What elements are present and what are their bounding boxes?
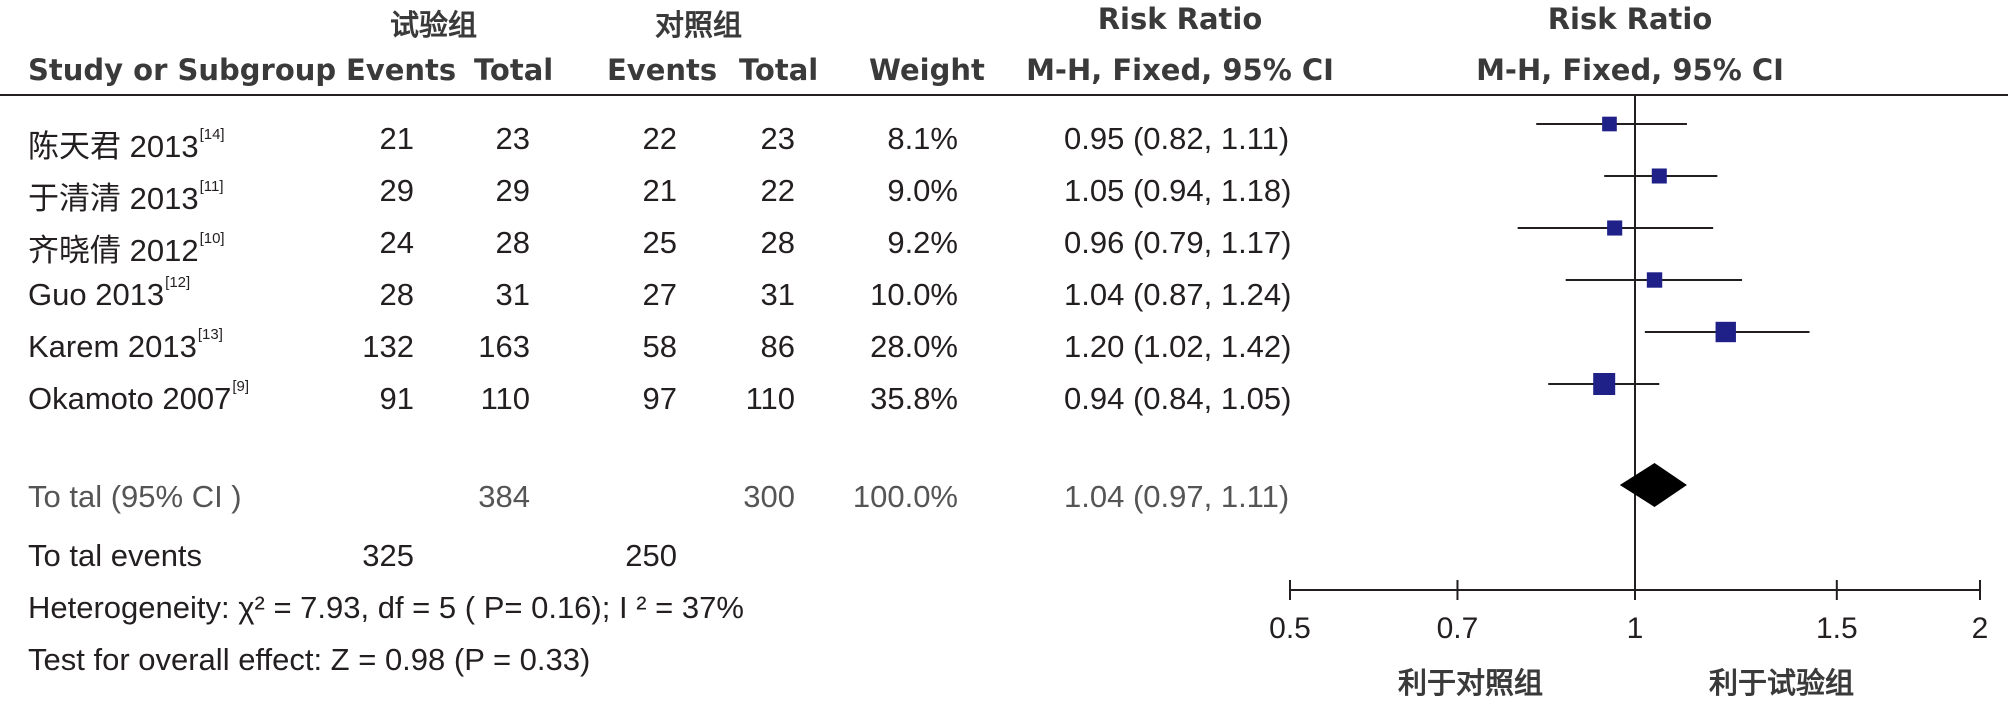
weight-value: 10.0% — [870, 277, 958, 312]
method-plot-header: M-H, Fixed, 95% CI — [1476, 53, 1784, 87]
exp-events-value: 29 — [379, 173, 414, 208]
study-point-marker — [1715, 321, 1736, 343]
ctrl-events-value: 97 — [642, 381, 677, 416]
exp-total-value: 110 — [480, 381, 530, 416]
study-name: Okamoto 2007[9] — [28, 378, 250, 416]
x-tick-label: 0.7 — [1437, 612, 1479, 645]
weight-value: 35.8% — [870, 381, 958, 416]
ctrl-total-value: 86 — [760, 329, 795, 364]
total-ctrl-value: 300 — [743, 479, 795, 514]
risk-ratio-ci: 0.95 (0.82, 1.11) — [1064, 121, 1290, 156]
weight-header: Weight — [869, 53, 985, 87]
risk-ratio-ci: 0.96 (0.79, 1.17) — [1064, 225, 1292, 260]
risk-ratio-table-header: Risk Ratio — [1097, 2, 1263, 36]
x-tick-label: 2 — [1972, 612, 1989, 645]
exp-events-value: 91 — [379, 381, 414, 416]
ctrl-total-value: 22 — [760, 173, 795, 208]
total-risk-ratio-ci: 1.04 (0.97, 1.11) — [1064, 479, 1290, 514]
ctrl-total-value: 23 — [760, 121, 795, 156]
study-name: Karem 2013[13] — [28, 326, 223, 364]
ctrl-events-value: 58 — [642, 329, 677, 364]
ctrl-total-value: 31 — [760, 277, 795, 312]
study-point-marker — [1602, 116, 1617, 132]
study-point-marker — [1607, 220, 1623, 236]
exp-total-value: 23 — [495, 121, 530, 156]
favours-control-label: 利于对照组 — [1398, 666, 1544, 700]
x-tick-label: 1 — [1627, 612, 1644, 645]
pooled-effect-diamond — [1619, 463, 1687, 507]
weight-value: 9.0% — [887, 173, 958, 208]
total-weight-value: 100.0% — [852, 479, 958, 514]
weight-value: 28.0% — [870, 329, 958, 364]
exp-events-value: 24 — [379, 225, 414, 260]
risk-ratio-ci: 1.05 (0.94, 1.18) — [1064, 173, 1292, 208]
ctrl-events-value: 21 — [642, 173, 677, 208]
exp-total-header: Total — [474, 53, 554, 87]
overall-effect-stat: Test for overall effect: Z = 0.98 (P = 0… — [28, 642, 591, 677]
study-column-header: Study or Subgroup — [28, 53, 337, 87]
exp-events-value: 28 — [379, 277, 414, 312]
method-table-header: M-H, Fixed, 95% CI — [1026, 53, 1334, 87]
header-divider — [0, 94, 2008, 96]
weight-value: 9.2% — [887, 225, 958, 260]
ctrl-events-value: 25 — [642, 225, 677, 260]
ctrl-total-value: 110 — [745, 381, 795, 416]
control-group-header: 对照组 — [655, 8, 743, 42]
study-point-marker — [1593, 373, 1616, 395]
study-point-marker — [1651, 168, 1667, 184]
experimental-group-header: 试验组 — [390, 8, 478, 42]
study-name: 陈天君 2013[14] — [28, 126, 225, 164]
risk-ratio-plot-header: Risk Ratio — [1547, 2, 1713, 36]
ctrl-events-value: 22 — [642, 121, 677, 156]
total-events-ctrl: 250 — [625, 538, 677, 573]
study-name: 齐晓倩 2012[10] — [28, 230, 225, 268]
x-tick-label: 0.5 — [1269, 612, 1311, 645]
ctrl-events-header: Events — [607, 53, 718, 87]
risk-ratio-ci: 1.20 (1.02, 1.42) — [1064, 329, 1292, 364]
risk-ratio-ci: 0.94 (0.84, 1.05) — [1064, 381, 1292, 416]
ctrl-events-value: 27 — [642, 277, 677, 312]
exp-total-value: 163 — [478, 329, 530, 364]
ctrl-total-header: Total — [739, 53, 819, 87]
total-events-exp: 325 — [362, 538, 414, 573]
exp-events-value: 21 — [379, 121, 414, 156]
exp-events-header: Events — [346, 53, 457, 87]
study-point-marker — [1646, 272, 1663, 288]
total-exp-value: 384 — [478, 479, 530, 514]
total-events-label: To tal events — [28, 538, 203, 573]
study-name: Guo 2013[12] — [28, 274, 191, 312]
ctrl-total-value: 28 — [760, 225, 795, 260]
exp-total-value: 29 — [495, 173, 530, 208]
exp-total-value: 28 — [495, 225, 530, 260]
risk-ratio-ci: 1.04 (0.87, 1.24) — [1064, 277, 1292, 312]
total-label: To tal (95% CI ) — [28, 479, 242, 514]
favours-experimental-label: 利于试验组 — [1709, 666, 1855, 700]
exp-events-value: 132 — [362, 329, 414, 364]
heterogeneity-stat: Heterogeneity: χ² = 7.93, df = 5 ( P= 0.… — [28, 590, 744, 625]
exp-total-value: 31 — [495, 277, 530, 312]
x-tick-label: 1.5 — [1816, 612, 1858, 645]
weight-value: 8.1% — [887, 121, 958, 156]
study-name: 于清清 2013[11] — [28, 178, 224, 216]
